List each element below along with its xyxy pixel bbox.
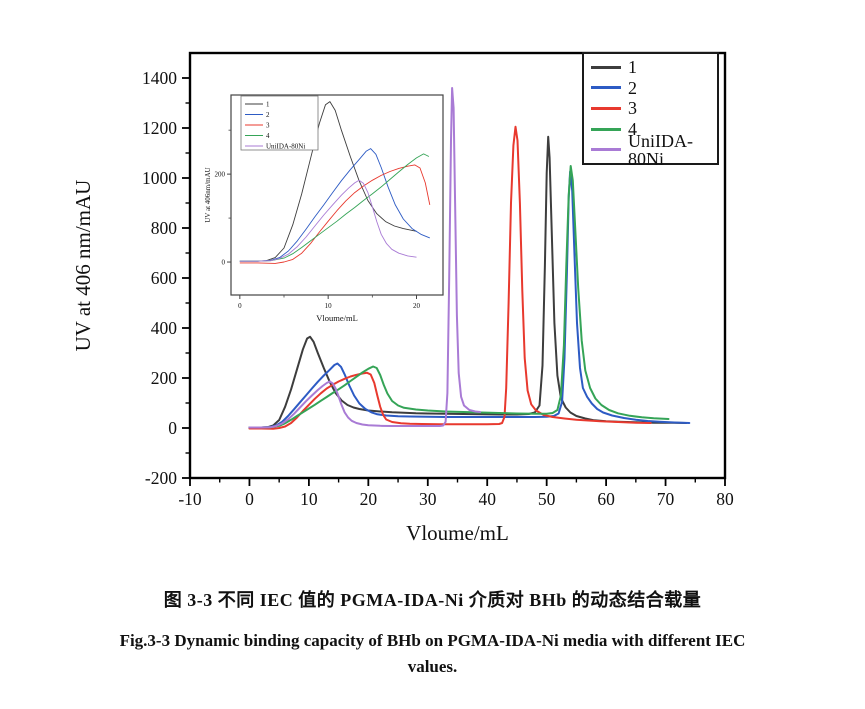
y-axis-label: UV at 406 nm/mAU — [71, 180, 95, 352]
legend-swatch-3 — [591, 106, 621, 110]
y-tick-label: -200 — [145, 468, 177, 488]
y-tick-label: 800 — [151, 218, 178, 238]
caption-chinese: 图 3-3 不同 IEC 值的 PGMA-IDA-Ni 介质对 BHb 的动态结… — [163, 590, 702, 610]
chromatogram-plot: -10 0 10 20 30 40 50 60 70 80-2000200400600800100… — [71, 51, 734, 545]
x-tick-label: 70 — [657, 489, 675, 509]
inset-x-tick-label: 0 — [238, 302, 242, 310]
caption-english-line1: Fig.3-3 Dynamic binding capacity of BHb … — [119, 631, 746, 650]
x-tick-label: 60 — [597, 489, 615, 509]
inset-legend-box — [240, 95, 319, 151]
inset-series-line-3 — [239, 164, 431, 264]
inset-series-line-4 — [239, 153, 430, 262]
x-tick-label: 80 — [716, 489, 734, 509]
y-tick-label: 0 — [168, 418, 177, 438]
main-plot: -10 0 10 20 30 40 50 60 70 80-2000200400600800100… — [71, 51, 734, 545]
x-axis-label: Vloume/mL — [406, 521, 509, 545]
chart-legend: 1 2 3 4 UniIDA-80Ni — [582, 52, 719, 168]
legend-swatch-1 — [591, 65, 621, 69]
inset-y-axis-label: UV at 406nm/mAU — [204, 167, 212, 222]
legend-item-2: 2 — [584, 78, 717, 97]
x-tick-label: 10 — [300, 489, 318, 509]
inset-legend-label-UniIDA-80Ni: UniIDA-80Ni — [266, 143, 305, 151]
inset-x-axis-label: Vloume/mL — [316, 313, 358, 323]
x-tick-label: 40 — [478, 489, 496, 509]
y-tick-label: 1200 — [142, 118, 177, 138]
legend-swatch-UniIDA-80Ni — [591, 148, 621, 152]
x-tick-label: -10 — [178, 489, 202, 509]
inset-x-tick-label: 20 — [413, 302, 421, 310]
legend-swatch-2 — [591, 86, 621, 90]
legend-item-1: 1 — [584, 58, 717, 77]
caption-english-line2: values. — [407, 656, 458, 676]
caption-english: Fig.3-3 Dynamic binding capacity of BHb … — [23, 628, 843, 679]
legend-label-1: 1 — [628, 57, 637, 78]
figure-captions: 图 3-3 不同 IEC 值的 PGMA-IDA-Ni 介质对 BHb 的动态结… — [0, 580, 865, 679]
inset-y-tick-label: 0 — [222, 259, 226, 267]
x-tick-label: 30 — [419, 489, 437, 509]
inset-y-tick-label: 200 — [215, 171, 226, 179]
legend-label-2: 2 — [628, 77, 637, 98]
inset-series-line-2 — [239, 148, 430, 262]
inset-legend-label-2: 2 — [266, 111, 270, 119]
y-tick-label: 600 — [151, 268, 178, 288]
y-tick-label: 1400 — [142, 68, 177, 88]
legend-item-UniIDA-80Ni: UniIDA-80Ni — [584, 132, 717, 168]
inset-series-line-UniIDA-80Ni — [239, 179, 417, 262]
x-tick-label: 0 — [245, 489, 254, 509]
main-axes: -10 0 10 20 30 40 50 60 70 80-2000200400600800100… — [142, 68, 734, 509]
series-line-UniIDA-80Ni — [248, 87, 482, 429]
x-tick-label: 50 — [538, 489, 556, 509]
legend-item-4: 4 — [584, 120, 717, 139]
legend-item-3: 3 — [584, 99, 717, 118]
legend-swatch-4 — [591, 127, 621, 131]
inset-legend-label-3: 3 — [266, 122, 270, 130]
series-line-4 — [248, 165, 670, 429]
inset-series-lines — [239, 101, 431, 264]
y-tick-label: 200 — [151, 368, 178, 388]
y-tick-label: 400 — [151, 318, 178, 338]
inset-legend-label-1: 1 — [266, 101, 270, 109]
series-line-2 — [248, 170, 691, 429]
series-line-3 — [248, 125, 652, 430]
legend-label-UniIDA-80Ni: UniIDA-80Ni — [628, 130, 693, 169]
y-tick-label: 1000 — [142, 168, 177, 188]
inset-x-tick-label: 10 — [325, 302, 333, 310]
x-tick-label: 20 — [360, 489, 378, 509]
inset-series-line-1 — [239, 101, 417, 262]
figure-chart: -10 0 10 20 30 40 50 60 70 80 -200 0 200 400 600 800 100… — [71, 51, 734, 545]
legend-label-3: 3 — [628, 98, 637, 119]
legend-label-4: 4 — [628, 119, 637, 140]
series-lines — [248, 87, 691, 430]
inset-legend: 1 2 3 4 UniIDA-80Ni — [240, 95, 319, 151]
series-line-1 — [248, 135, 688, 429]
inset-legend-label-4: 4 — [266, 132, 270, 140]
